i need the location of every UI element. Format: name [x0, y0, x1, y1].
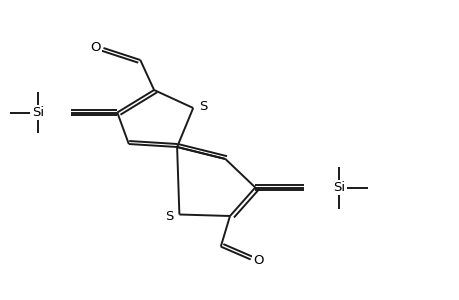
Text: Si: Si	[333, 181, 345, 194]
Text: S: S	[199, 100, 207, 113]
Text: O: O	[90, 40, 100, 54]
Text: O: O	[253, 254, 263, 267]
Text: S: S	[165, 209, 173, 223]
Text: Si: Si	[32, 106, 44, 119]
